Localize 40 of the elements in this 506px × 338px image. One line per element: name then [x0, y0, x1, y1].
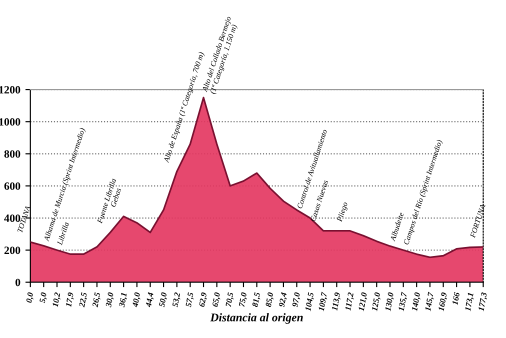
y-tick-label: 800 [4, 150, 20, 158]
x-tick-label: 0,0 [26, 292, 34, 304]
x-tick-label: 121,0 [358, 292, 368, 312]
x-tick-label: 40,0 [132, 292, 142, 308]
x-tick-label: 109,7 [318, 292, 328, 312]
x-tick-label: 10,2 [52, 292, 62, 308]
x-tick-label: 166 [452, 292, 460, 306]
x-tick-label: 130,0 [384, 292, 395, 312]
x-tick-label: 62,9 [198, 292, 208, 308]
x-tick-label: 97,0 [292, 292, 302, 308]
x-tick-label: 173,1 [464, 292, 475, 312]
x-tick-label: 22,5 [78, 292, 88, 308]
x-tick-label: 81,5 [252, 292, 262, 308]
x-tick-label: 44,4 [146, 292, 155, 308]
x-tick-label: 177,3 [478, 292, 488, 312]
x-tick-label: 36,1 [118, 292, 128, 308]
x-tick-label: 26,5 [92, 292, 102, 308]
x-tick-label: 70,5 [225, 292, 235, 308]
x-tick-label: 75,0 [238, 292, 248, 308]
x-tick-label: 125,0 [372, 292, 382, 312]
x-tick-label: 113,9 [332, 292, 342, 311]
x-tick-label: 57,5 [186, 292, 195, 308]
x-tick-label: 65,0 [212, 292, 222, 308]
y-tick-label: 0 [16, 278, 20, 286]
y-tick-label: 200 [4, 246, 20, 254]
x-tick-label: 140,0 [412, 292, 422, 312]
x-tick-label: 117,2 [345, 292, 355, 311]
x-tick-label: 92,4 [278, 292, 288, 308]
x-tick-label: 53,2 [172, 292, 182, 308]
x-tick-label: 135,7 [398, 292, 408, 312]
x-tick-label: 50,0 [158, 292, 168, 308]
x-tick-label: 160,9 [438, 292, 448, 312]
y-tick-label: 600 [4, 182, 20, 190]
x-tick-label: 30,0 [106, 292, 115, 308]
x-tick-label: 5,0 [39, 292, 48, 304]
x-tick-label: 145,7 [424, 292, 435, 312]
x-tick-label: 17,9 [66, 292, 75, 308]
x-tick-label: 104,5 [304, 292, 315, 312]
x-axis-title: Distancia al origen [210, 313, 303, 324]
x-tick-label: 85,0 [265, 292, 275, 308]
